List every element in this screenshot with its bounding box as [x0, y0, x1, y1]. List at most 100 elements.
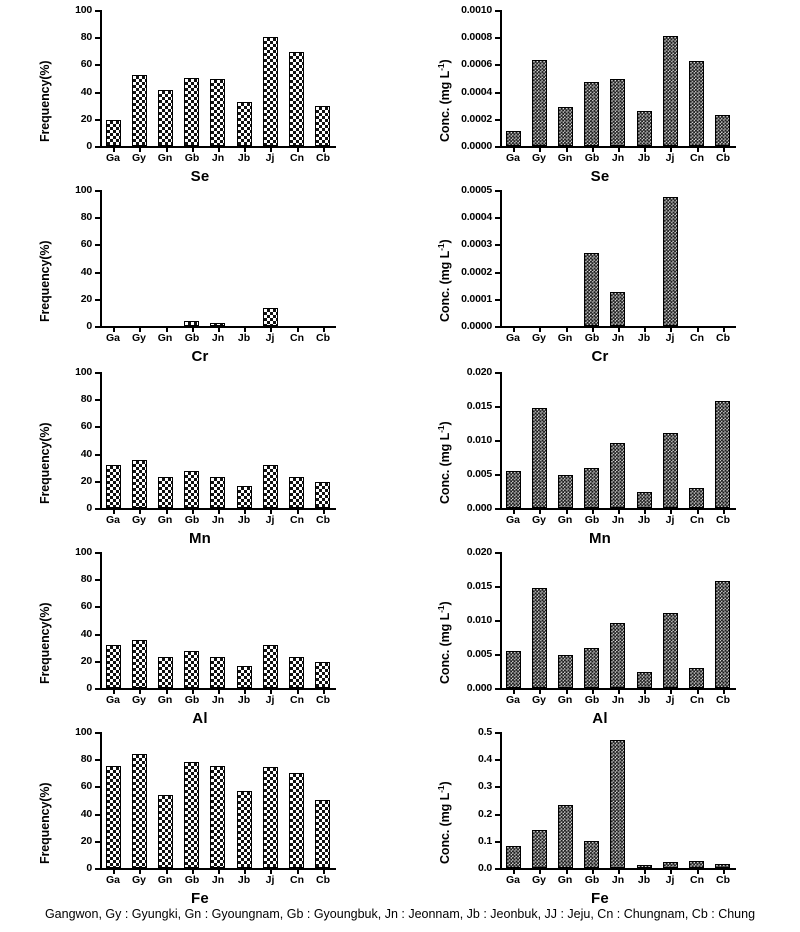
x-axis-tick-label: Gb [584, 694, 600, 706]
y-axis-title: Frequency(%) [38, 60, 52, 142]
x-axis-tick-label: Cn [690, 694, 704, 706]
y-axis-tick-label: 80 [80, 573, 92, 585]
x-axis-tick-label: Ga [105, 332, 120, 344]
x-axis-tick-label: Gn [557, 152, 573, 164]
bar-al-concentration-Jj [663, 613, 678, 688]
y-axis-line [100, 372, 102, 509]
x-axis-tick [297, 690, 299, 694]
bar-mn-concentration-Gb [584, 468, 599, 508]
x-axis-tick-label: Jj [265, 874, 275, 886]
y-axis-tick [495, 868, 500, 870]
y-axis-tick [95, 454, 100, 456]
x-axis-tick [139, 328, 141, 332]
bar-al-concentration-Gn [558, 655, 573, 688]
y-axis-tick [95, 634, 100, 636]
x-axis-tick-label: Cb [316, 152, 330, 164]
bar-mn-frequency-Jj [263, 465, 278, 508]
x-axis-tick [723, 510, 725, 514]
bar-al-concentration-Gy [532, 588, 547, 688]
x-axis-tick [592, 328, 594, 332]
bar-se-concentration-Gb [584, 82, 599, 146]
y-axis-tick-label: 0.1 [478, 835, 492, 847]
y-axis-line [100, 732, 102, 869]
bar-se-concentration-Gy [532, 60, 547, 146]
x-axis-tick-label: Cb [316, 332, 330, 344]
y-axis-title: Frequency(%) [38, 782, 52, 864]
y-axis-tick [95, 272, 100, 274]
x-axis-tick-label: Gy [131, 694, 146, 706]
y-axis-tick-label: 40 [80, 808, 92, 820]
x-axis-tick [218, 328, 220, 332]
bar-se-frequency-Jb [237, 102, 252, 146]
x-axis-tick [270, 690, 272, 694]
x-axis-tick [113, 510, 115, 514]
x-axis-tick-label: Ga [105, 694, 120, 706]
x-axis-tick [644, 690, 646, 694]
x-axis-tick [218, 690, 220, 694]
y-axis-tick [95, 552, 100, 554]
chart-panel-se-concentration: 0.0000 0.0002 0.0004 0.0006 0.0008 0.0010 Conc… [400, 0, 800, 185]
bar-mn-frequency-Ga [106, 465, 121, 508]
bar-al-frequency-Jb [237, 666, 252, 688]
x-axis-tick [513, 148, 515, 152]
y-axis-tick-label: 100 [75, 4, 92, 16]
x-axis-tick [723, 148, 725, 152]
y-axis-tick [495, 759, 500, 761]
y-axis-tick [495, 654, 500, 656]
x-axis-tick [323, 510, 325, 514]
chart-panel-mn-concentration: 0.000 0.005 0.010 0.015 0.020 Conc. (mg L-1) G… [400, 362, 800, 547]
x-axis-tick-label: Cn [690, 332, 704, 344]
bar-mn-concentration-Jn [610, 443, 625, 508]
y-axis-tick-label: 0.0005 [461, 184, 492, 196]
x-axis-tick-label: Gb [584, 874, 600, 886]
bar-al-concentration-Jn [610, 623, 625, 688]
x-axis-tick [644, 148, 646, 152]
y-axis-tick-label: 0.5 [478, 726, 492, 738]
y-axis-tick [495, 64, 500, 66]
bar-al-concentration-Cb [715, 581, 730, 688]
y-axis-tick [495, 440, 500, 442]
x-axis-tick-label: Jn [211, 874, 225, 886]
y-axis-tick-label: 0.3 [478, 780, 492, 792]
x-axis-tick-label: Jb [637, 332, 651, 344]
x-axis-tick-label: Cn [690, 874, 704, 886]
x-axis-tick-label: Gy [531, 152, 546, 164]
x-axis-tick [113, 328, 115, 332]
x-axis-tick [192, 510, 194, 514]
x-axis-tick [139, 148, 141, 152]
x-axis-tick [670, 510, 672, 514]
x-axis-tick [513, 510, 515, 514]
y-axis-tick-label: 0.4 [478, 753, 492, 765]
x-axis-tick-label: Ga [105, 152, 120, 164]
x-axis-tick-label: Cb [716, 514, 730, 526]
x-axis-tick-label: Gy [531, 874, 546, 886]
y-axis-tick-label: 0.0002 [461, 113, 492, 125]
y-axis-tick [95, 244, 100, 246]
y-axis-tick [495, 474, 500, 476]
x-axis-tick-label: Jn [611, 152, 625, 164]
x-axis-tick [723, 690, 725, 694]
bar-al-concentration-Jb [637, 672, 652, 688]
bar-al-frequency-Gy [132, 640, 147, 688]
chart-title-al-frequency: Al [192, 710, 208, 727]
x-axis-tick [244, 690, 246, 694]
bar-mn-frequency-Gn [158, 477, 173, 508]
x-axis-tick [566, 870, 568, 874]
x-axis-tick [166, 148, 168, 152]
y-axis-tick [95, 190, 100, 192]
y-axis-title: Conc. (mg L-1) [435, 601, 452, 684]
x-axis-tick-label: Cb [716, 152, 730, 164]
bar-mn-frequency-Gy [132, 460, 147, 508]
x-axis-tick [139, 870, 141, 874]
y-axis-tick-label: 40 [80, 628, 92, 640]
y-axis-tick-label: 0.015 [466, 400, 492, 412]
x-axis-tick-label: Cn [290, 514, 304, 526]
y-axis-tick-label: 20 [80, 835, 92, 847]
y-axis-tick-label: 0.020 [466, 366, 492, 378]
y-axis-tick-label: 0 [86, 140, 92, 152]
x-axis-tick-label: Jb [637, 874, 651, 886]
x-axis-line [100, 146, 336, 148]
bar-mn-frequency-Gb [184, 471, 199, 508]
chart-panel-cr-frequency: 0 20 40 60 80 100 Frequency(%) Ga Gy Gn Gb Jn Jb Jj Cn… [0, 180, 400, 365]
y-axis-tick-label: 0.0006 [461, 58, 492, 70]
